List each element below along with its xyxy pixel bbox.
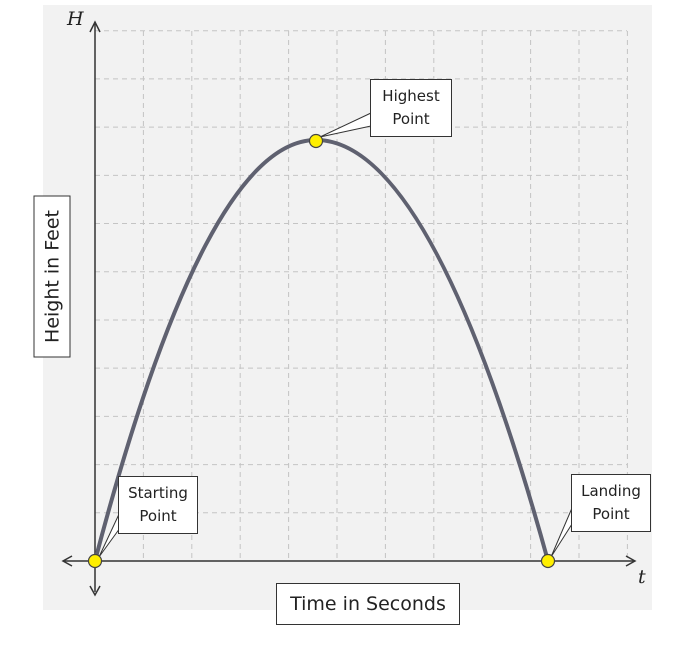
callout: Starting Point	[118, 476, 198, 534]
axes	[61, 20, 637, 597]
callout: Landing Point	[571, 474, 651, 532]
x-axis-label: Time in Seconds	[276, 583, 460, 625]
arrow	[61, 555, 73, 567]
callout: Highest Point	[370, 79, 452, 137]
y-axis-label: Height in Feet	[33, 195, 71, 358]
arrow	[89, 585, 101, 597]
landing-point	[540, 553, 556, 569]
start-point	[87, 553, 103, 569]
grid	[95, 30, 628, 561]
arrow	[625, 555, 637, 567]
x-symbol: t	[638, 566, 646, 588]
peak-point	[308, 133, 324, 149]
arrow	[89, 20, 101, 33]
points	[87, 133, 556, 569]
y-symbol: H	[67, 8, 84, 30]
